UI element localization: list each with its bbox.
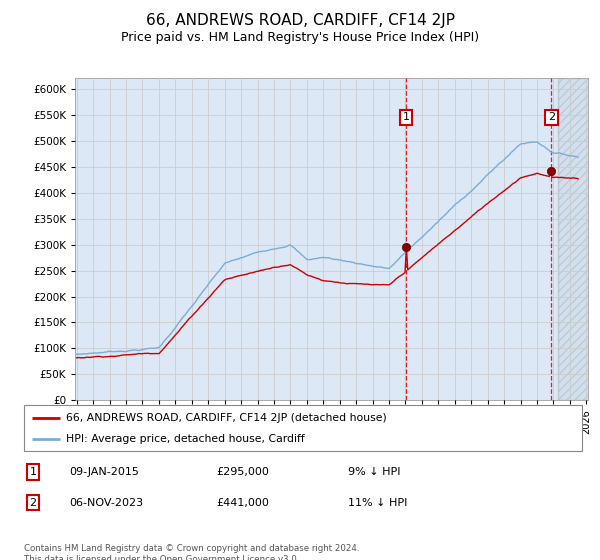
- FancyBboxPatch shape: [24, 405, 582, 451]
- Text: 1: 1: [29, 467, 37, 477]
- Text: 2: 2: [29, 498, 37, 507]
- Text: 66, ANDREWS ROAD, CARDIFF, CF14 2JP (detached house): 66, ANDREWS ROAD, CARDIFF, CF14 2JP (det…: [66, 413, 386, 423]
- Text: HPI: Average price, detached house, Cardiff: HPI: Average price, detached house, Card…: [66, 435, 305, 444]
- Text: 09-JAN-2015: 09-JAN-2015: [69, 467, 139, 477]
- Text: 06-NOV-2023: 06-NOV-2023: [69, 498, 143, 507]
- Bar: [559, 78, 595, 400]
- Text: Contains HM Land Registry data © Crown copyright and database right 2024.
This d: Contains HM Land Registry data © Crown c…: [24, 544, 359, 560]
- Text: £295,000: £295,000: [216, 467, 269, 477]
- Text: 66, ANDREWS ROAD, CARDIFF, CF14 2JP: 66, ANDREWS ROAD, CARDIFF, CF14 2JP: [146, 13, 455, 28]
- Bar: [559, 78, 595, 400]
- Text: 11% ↓ HPI: 11% ↓ HPI: [348, 498, 407, 507]
- Text: 9% ↓ HPI: 9% ↓ HPI: [348, 467, 401, 477]
- Text: 2: 2: [548, 113, 555, 122]
- Text: £441,000: £441,000: [216, 498, 269, 507]
- Text: 1: 1: [403, 113, 410, 122]
- Text: Price paid vs. HM Land Registry's House Price Index (HPI): Price paid vs. HM Land Registry's House …: [121, 31, 479, 44]
